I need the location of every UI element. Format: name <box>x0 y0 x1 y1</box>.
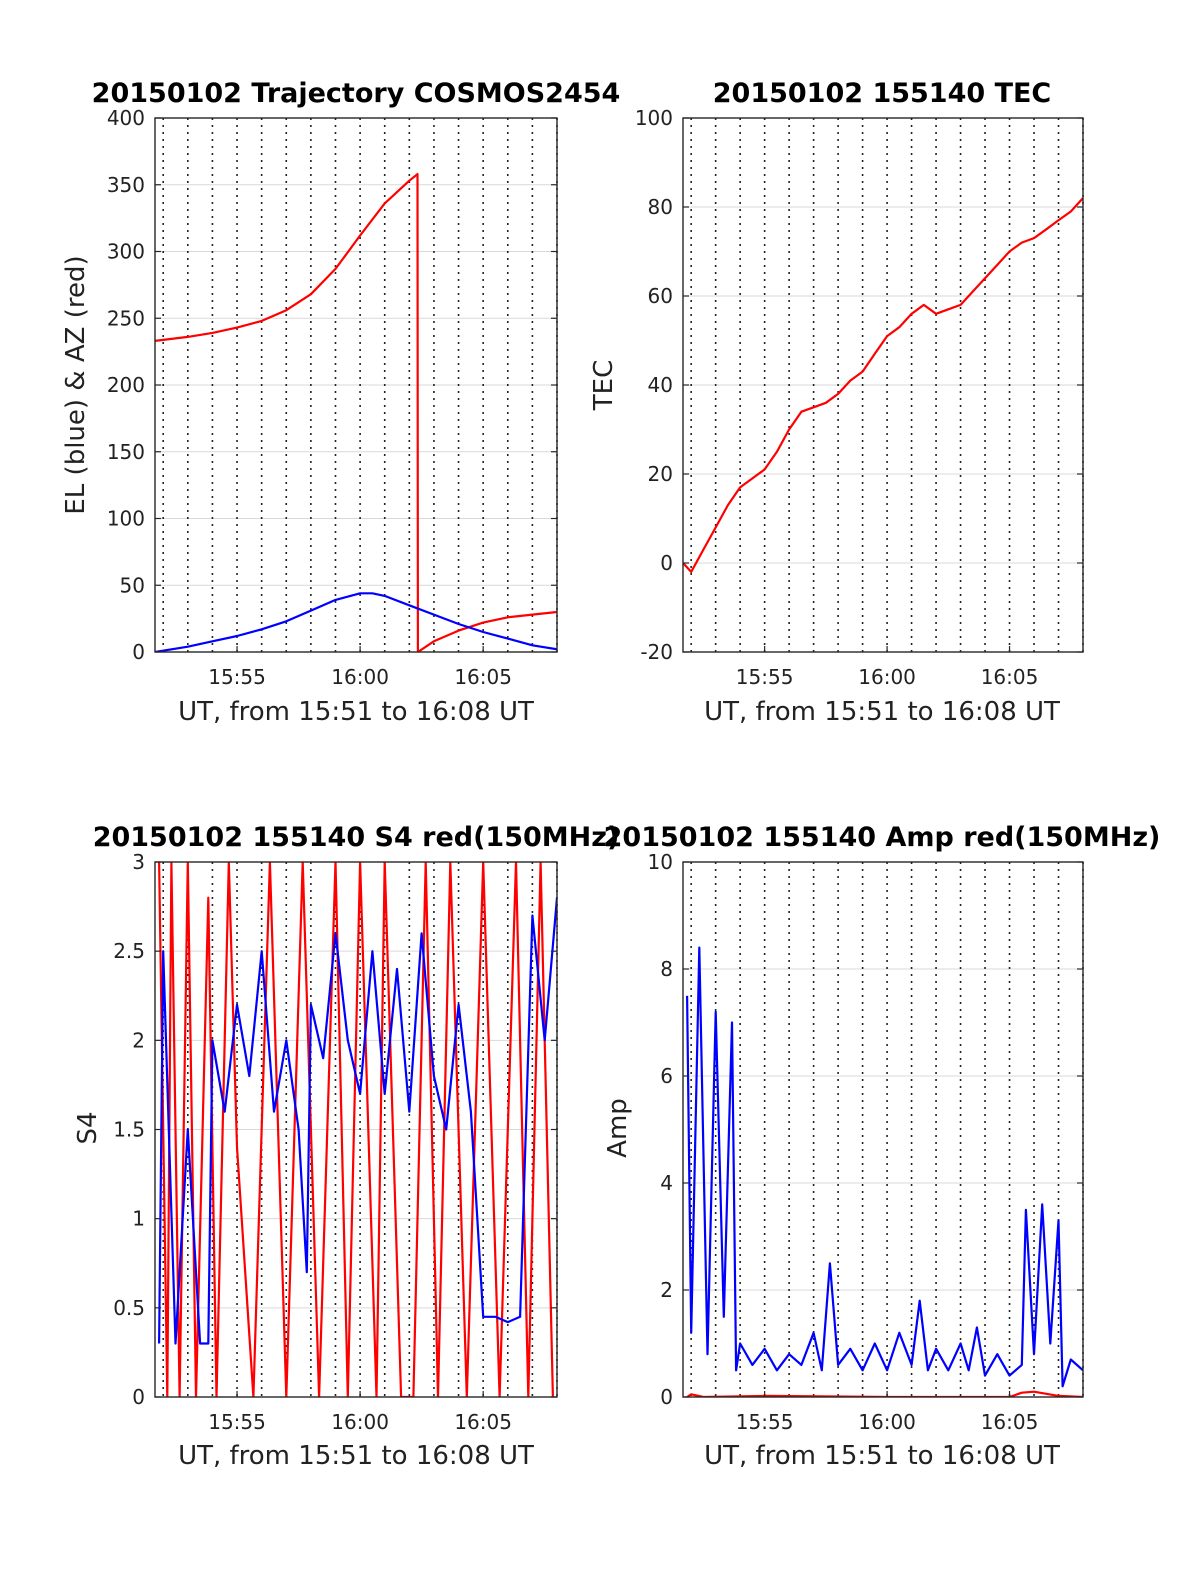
panel-s4: 20150102 155140 S4 red(150MHz) UT, from … <box>73 822 619 1471</box>
x-tick-label: 16:05 <box>981 665 1039 689</box>
y-tick-label: 0 <box>132 640 145 664</box>
y-tick-label: 350 <box>107 173 145 197</box>
y-tick-label: -20 <box>640 640 673 664</box>
y-tick-label: 40 <box>648 373 673 397</box>
y-tick-label: 8 <box>660 957 673 981</box>
y-tick-label: 300 <box>107 240 145 264</box>
chart-title: 20150102 Trajectory COSMOS2454 <box>92 78 621 109</box>
x-tick-label: 16:00 <box>331 665 389 689</box>
plot-area: 0 2 4 6 8 10 15:55 16:00 16:05 <box>648 850 1084 1434</box>
y-tick-label: 80 <box>648 195 673 219</box>
y-tick-label: 150 <box>107 440 145 464</box>
x-tick-label: 16:05 <box>981 1410 1039 1434</box>
series-line-1 <box>158 897 557 1345</box>
axes-frame <box>682 861 1084 1398</box>
y-tick-label: 100 <box>635 106 673 130</box>
x-tick-label: 16:00 <box>858 665 916 689</box>
x-tick-label: 16:05 <box>454 665 512 689</box>
x-tick-label: 15:55 <box>736 665 794 689</box>
y-tick-label: 200 <box>107 373 145 397</box>
panel-trajectory: 20150102 Trajectory COSMOS2454 UT, from … <box>61 78 620 727</box>
x-tick-label: 16:05 <box>454 1410 512 1434</box>
y-axis-label: TEC <box>589 360 619 411</box>
panel-tec: 20150102 155140 TEC UT, from 15:51 to 16… <box>589 78 1084 727</box>
y-tick-label: 2 <box>132 1028 145 1052</box>
plot-area: 0 50 100 150 200 250 300 350 400 15:55 16:00 16:05 <box>107 106 558 689</box>
y-tick-label: 0 <box>660 551 673 575</box>
y-tick-label: 400 <box>107 106 145 130</box>
y-tick-label: 3 <box>132 850 145 874</box>
y-tick-label: 20 <box>648 462 673 486</box>
y-tick-label: 1 <box>132 1207 145 1231</box>
y-tick-label: 2 <box>660 1278 673 1302</box>
y-tick-label: 0 <box>132 1385 145 1409</box>
series-line-0 <box>155 173 557 652</box>
y-tick-label: 4 <box>660 1171 673 1195</box>
chart-title: 20150102 155140 S4 red(150MHz) <box>93 822 620 853</box>
x-axis-label: UT, from 15:51 to 16:08 UT <box>704 1441 1060 1471</box>
y-axis-label: EL (blue) & AZ (red) <box>61 255 91 514</box>
y-tick-label: 0 <box>660 1385 673 1409</box>
y-tick-label: 10 <box>648 850 673 874</box>
chart-title: 20150102 155140 TEC <box>713 78 1052 109</box>
y-tick-label: 2.5 <box>113 939 145 963</box>
y-tick-label: 50 <box>120 573 145 597</box>
plot-area: -20 0 20 40 60 80 100 15:55 16:00 16:05 <box>635 106 1084 689</box>
x-tick-label: 16:00 <box>858 1410 916 1434</box>
y-tick-label: 60 <box>648 284 673 308</box>
x-tick-label: 15:55 <box>736 1410 794 1434</box>
y-tick-label: 0.5 <box>113 1296 145 1320</box>
series-line-1 <box>155 592 557 652</box>
y-tick-label: 250 <box>107 306 145 330</box>
y-tick-label: 100 <box>107 507 145 531</box>
panel-amp: 20150102 155140 Amp red(150MHz) UT, from… <box>603 822 1160 1471</box>
x-tick-label: 15:55 <box>208 1410 266 1434</box>
x-axis-label: UT, from 15:51 to 16:08 UT <box>178 1441 534 1471</box>
series-line-1 <box>686 1390 1083 1397</box>
y-axis-label: Amp <box>603 1098 633 1158</box>
x-tick-label: 15:55 <box>208 665 266 689</box>
chart-title: 20150102 155140 Amp red(150MHz) <box>604 822 1161 853</box>
x-axis-label: UT, from 15:51 to 16:08 UT <box>178 697 534 727</box>
x-axis-label: UT, from 15:51 to 16:08 UT <box>704 697 1060 727</box>
series-line-0 <box>686 946 1083 1388</box>
y-axis-label: S4 <box>73 1111 103 1144</box>
y-tick-label: 6 <box>660 1064 673 1088</box>
series-line-0 <box>683 197 1083 574</box>
x-tick-label: 16:00 <box>331 1410 389 1434</box>
plot-area: 0 0.5 1 1.5 2 2.5 3 15:55 16:00 16:05 <box>113 850 558 1434</box>
y-tick-label: 1.5 <box>113 1118 145 1142</box>
plot-background <box>683 862 1083 1397</box>
